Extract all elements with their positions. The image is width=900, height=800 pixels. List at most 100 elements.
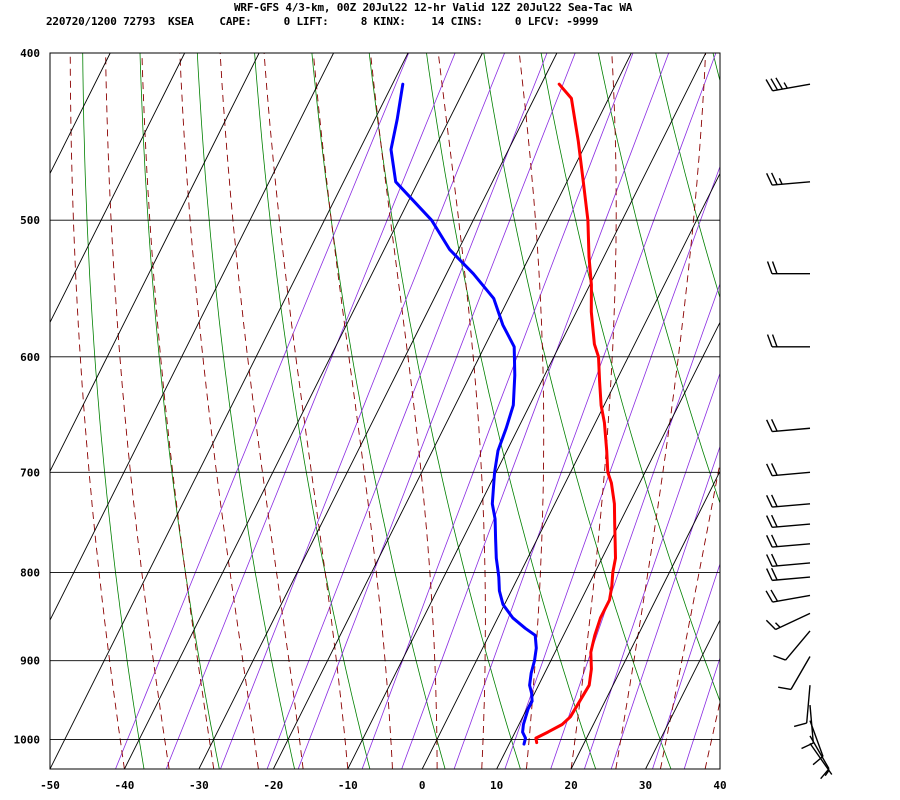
- barb-feather: [770, 494, 778, 507]
- moist-adiabat: [659, 460, 720, 769]
- mixing-ratio-line: [453, 53, 717, 769]
- barb-feather: [766, 334, 773, 348]
- wind-barb: [766, 494, 811, 508]
- barb-feather: [778, 178, 783, 185]
- x-tick-label: 40: [713, 779, 726, 792]
- barb-feather: [766, 515, 773, 528]
- barb-feather: [766, 173, 773, 186]
- barb-shaft: [772, 471, 811, 477]
- barb-feather: [765, 590, 774, 603]
- wind-barb: [765, 612, 811, 631]
- wind-barb: [809, 735, 830, 780]
- y-tick-label: 600: [20, 351, 40, 364]
- isotherm: [198, 53, 558, 769]
- moist-adiabat: [704, 699, 720, 769]
- barb-feather: [766, 568, 773, 581]
- mixing-ratio-line: [584, 372, 720, 769]
- wind-barb: [793, 685, 811, 728]
- x-tick-label: 10: [490, 779, 503, 792]
- isotherm: [347, 53, 707, 769]
- barb-feather: [793, 722, 807, 728]
- mixing-ratio-line: [610, 445, 720, 769]
- wind-barb: [766, 514, 811, 529]
- wind-barb: [766, 463, 811, 477]
- mixing-ratio-line: [361, 53, 634, 769]
- dry-adiabat: [597, 53, 720, 505]
- barb-shaft: [809, 720, 824, 757]
- wind-barb: [766, 553, 811, 567]
- moist-adiabat: [370, 53, 438, 769]
- barb-shaft: [805, 685, 811, 724]
- isotherm: [124, 53, 483, 769]
- dry-adiabat: [873, 15, 900, 769]
- dry-adiabat: [540, 53, 720, 703]
- barb-feather: [820, 768, 830, 780]
- mixing-ratio-line: [297, 53, 576, 769]
- barb-feather: [770, 567, 778, 581]
- barb-feather: [774, 622, 781, 628]
- isotherm: [50, 53, 409, 769]
- dry-adiabat: [254, 53, 371, 769]
- mixing-ratio-line: [504, 165, 720, 769]
- barb-feather: [770, 553, 778, 567]
- wind-barb: [766, 261, 810, 275]
- dry-adiabat: [426, 53, 597, 769]
- barb-feather: [770, 172, 778, 185]
- barb-shaft: [772, 427, 811, 433]
- dry-adiabat: [139, 53, 220, 769]
- x-tick-label: -20: [263, 779, 283, 792]
- wind-barb: [766, 172, 811, 186]
- isotherm: [719, 767, 720, 769]
- wind-barb: [778, 656, 811, 691]
- isotherm: [50, 53, 111, 175]
- barb-shaft: [809, 735, 830, 770]
- moist-adiabat: [518, 53, 545, 769]
- mixing-ratio-line: [401, 53, 670, 769]
- barb-shaft: [772, 594, 811, 603]
- barb-feather: [766, 534, 773, 548]
- wind-barb: [765, 589, 811, 603]
- moist-adiabat: [219, 53, 304, 769]
- dewpoint-profile: [389, 82, 538, 746]
- mixing-ratio-line: [115, 53, 410, 769]
- dry-adiabat: [760, 15, 900, 769]
- barb-feather: [770, 419, 778, 432]
- barb-shaft: [772, 181, 811, 186]
- barb-feather: [770, 463, 778, 476]
- moist-adiabat: [570, 53, 617, 769]
- isotherm: [570, 470, 720, 769]
- mixing-ratio-line: [683, 656, 720, 769]
- barb-feather: [766, 261, 773, 274]
- x-tick-label: -10: [338, 779, 358, 792]
- mixing-ratio-line: [266, 53, 548, 769]
- moist-adiabat: [179, 53, 259, 769]
- x-tick-label: 0: [419, 779, 426, 792]
- y-tick-label: 1000: [14, 734, 41, 747]
- isotherm: [50, 53, 334, 622]
- barb-feather: [765, 619, 777, 630]
- barb-feather: [824, 769, 830, 777]
- moist-adiabat: [263, 53, 349, 769]
- barb-shaft: [775, 612, 811, 631]
- moist-adiabat: [437, 53, 486, 769]
- barb-shaft: [772, 562, 811, 567]
- wind-barb: [766, 334, 810, 348]
- mixing-ratio-line: [652, 562, 720, 769]
- dry-adiabat: [483, 53, 672, 769]
- barb-feather: [771, 334, 778, 348]
- barb-shaft: [772, 543, 811, 548]
- x-tick-label: -30: [189, 779, 209, 792]
- moist-adiabat: [750, 15, 900, 769]
- dry-adiabat: [82, 53, 145, 769]
- dry-adiabat: [655, 53, 720, 300]
- isotherm: [645, 619, 720, 769]
- mixing-ratio-line: [550, 282, 720, 769]
- wind-barb: [765, 77, 811, 92]
- wind-barb: [766, 534, 811, 548]
- moist-adiabat: [141, 53, 215, 769]
- isotherm: [272, 53, 632, 769]
- barb-feather: [770, 534, 778, 547]
- isotherm: [50, 53, 186, 324]
- mixing-ratio-line: [165, 53, 456, 769]
